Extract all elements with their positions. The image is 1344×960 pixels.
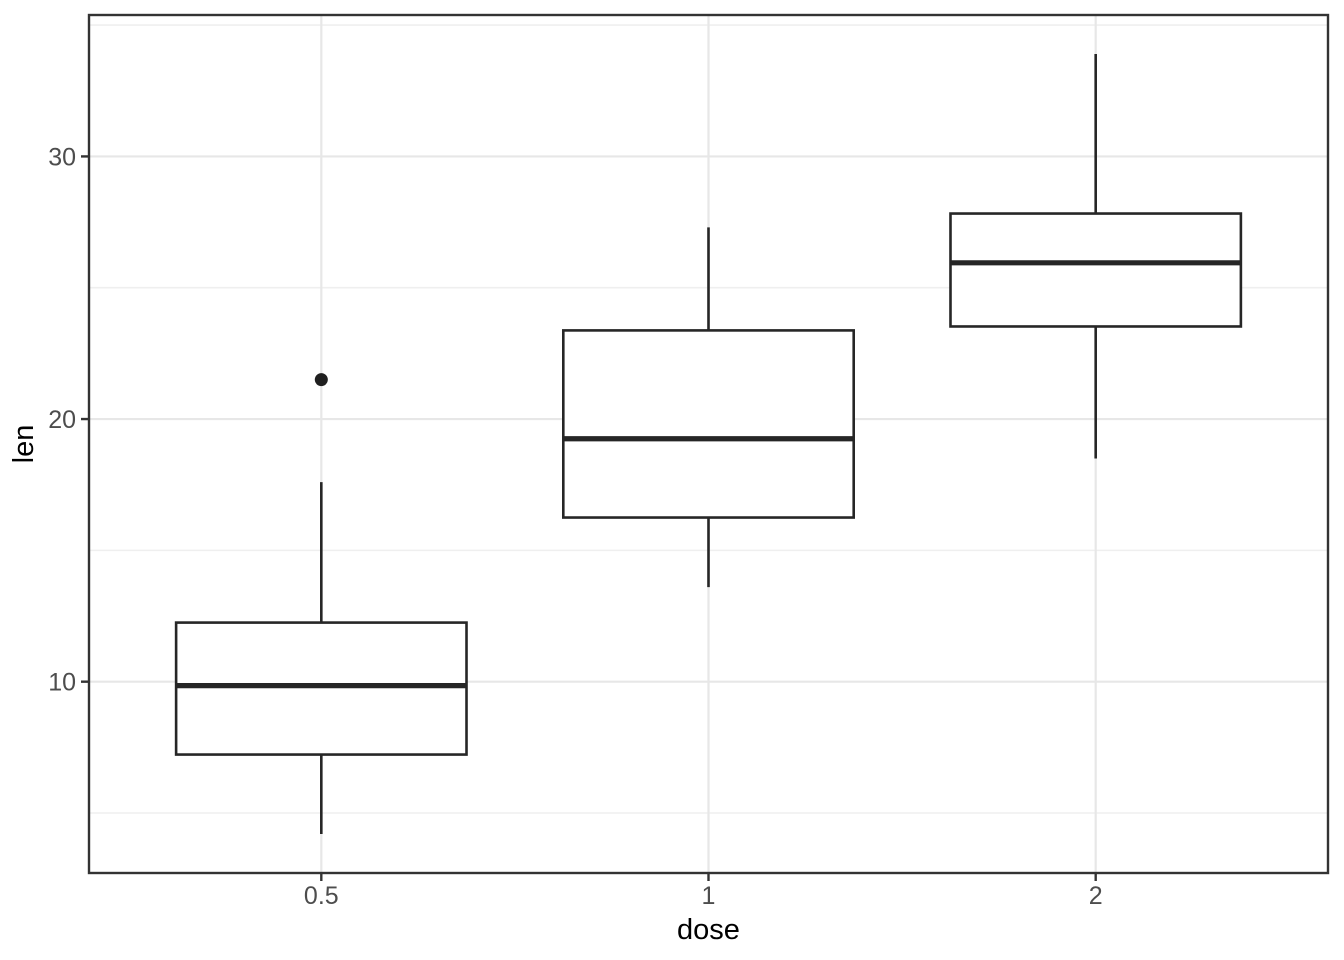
boxplot-group: [174, 373, 468, 834]
y-tick-label: 10: [48, 669, 76, 697]
box-iqr: [949, 212, 1243, 328]
box-iqr: [562, 329, 855, 519]
boxplot-group: [949, 54, 1243, 459]
y-tick-label: 20: [48, 406, 76, 434]
box-iqr: [174, 621, 468, 756]
x-axis-title: dose: [677, 914, 740, 946]
x-tick-label: 2: [1089, 882, 1103, 910]
boxplot-group: [562, 227, 855, 588]
x-tick-label: 0.5: [304, 882, 339, 910]
y-tick-label: 30: [48, 143, 76, 171]
axis-layer: 10 20 30 0.5 1 2: [48, 143, 1102, 910]
y-axis-title: len: [8, 425, 40, 464]
x-tick-label: 1: [702, 882, 716, 910]
outlier-point: [314, 373, 328, 387]
boxplot-layer: [174, 54, 1243, 834]
